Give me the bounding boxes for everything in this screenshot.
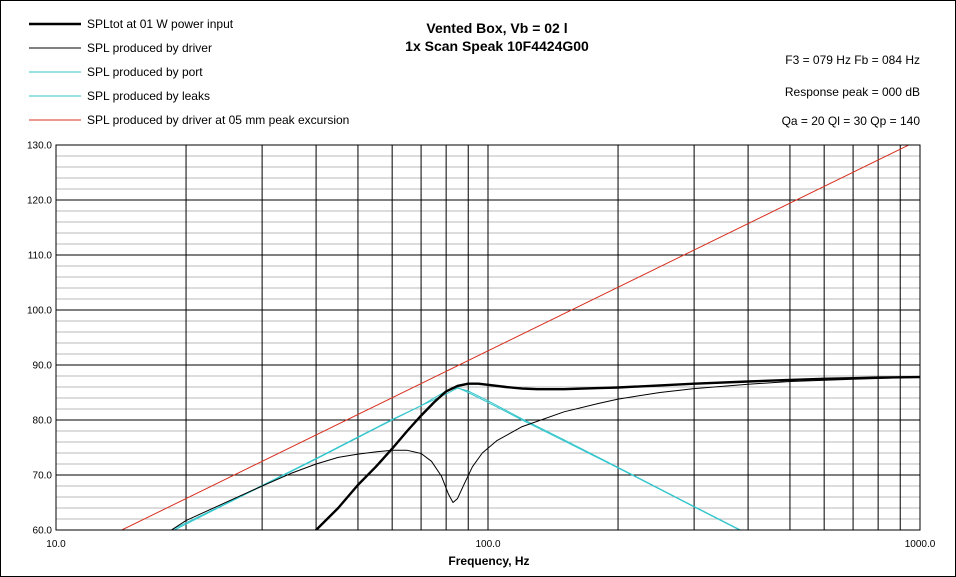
grid-lines [56,145,920,530]
y-tick-label: 120.0 [27,196,52,207]
series-layer [121,145,920,530]
x-tick-labels: 10.0 100.0 1000.0 [46,539,935,550]
series-driver [170,376,920,530]
chart-subtitle: 1x Scan Speak 10F4424G00 [405,38,589,54]
info-response-peak: Response peak = 000 dB [785,85,920,99]
x-tick-label: 100.0 [475,539,500,550]
series-excursion [121,145,910,530]
series-leaks [170,387,742,530]
legend-label-port: SPL produced by port [87,65,203,79]
x-tick-label: 10.0 [46,539,66,550]
y-tick-label: 70.0 [33,471,53,482]
y-tick-labels: 60.0 70.0 80.0 90.0 100.0 110.0 120.0 130.0 [27,141,52,537]
y-tick-label: 90.0 [33,361,53,372]
y-tick-label: 80.0 [33,416,53,427]
y-tick-label: 100.0 [27,306,52,317]
legend-label-excursion: SPL produced by driver at 05 mm peak exc… [87,113,349,127]
info-f3-fb: F3 = 079 Hz Fb = 084 Hz [785,53,920,67]
y-tick-label: 60.0 [33,526,53,537]
x-tick-label: 1000.0 [905,539,936,550]
legend-label-spltot: SPLtot at 01 W power input [87,17,234,31]
plot-border [55,144,921,531]
legend-label-driver: SPL produced by driver [87,41,212,55]
y-tick-label: 110.0 [28,251,53,262]
legend: SPLtot at 01 W power input SPL produced … [29,17,349,127]
chart-title: Vented Box, Vb = 02 l [426,20,567,36]
legend-label-leaks: SPL produced by leaks [87,89,210,103]
info-q-values: Qa = 20 Ql = 30 Qp = 140 [782,114,921,128]
x-axis-title: Frequency, Hz [448,554,529,568]
y-tick-label: 130.0 [27,141,52,152]
series-spltot [314,375,920,530]
